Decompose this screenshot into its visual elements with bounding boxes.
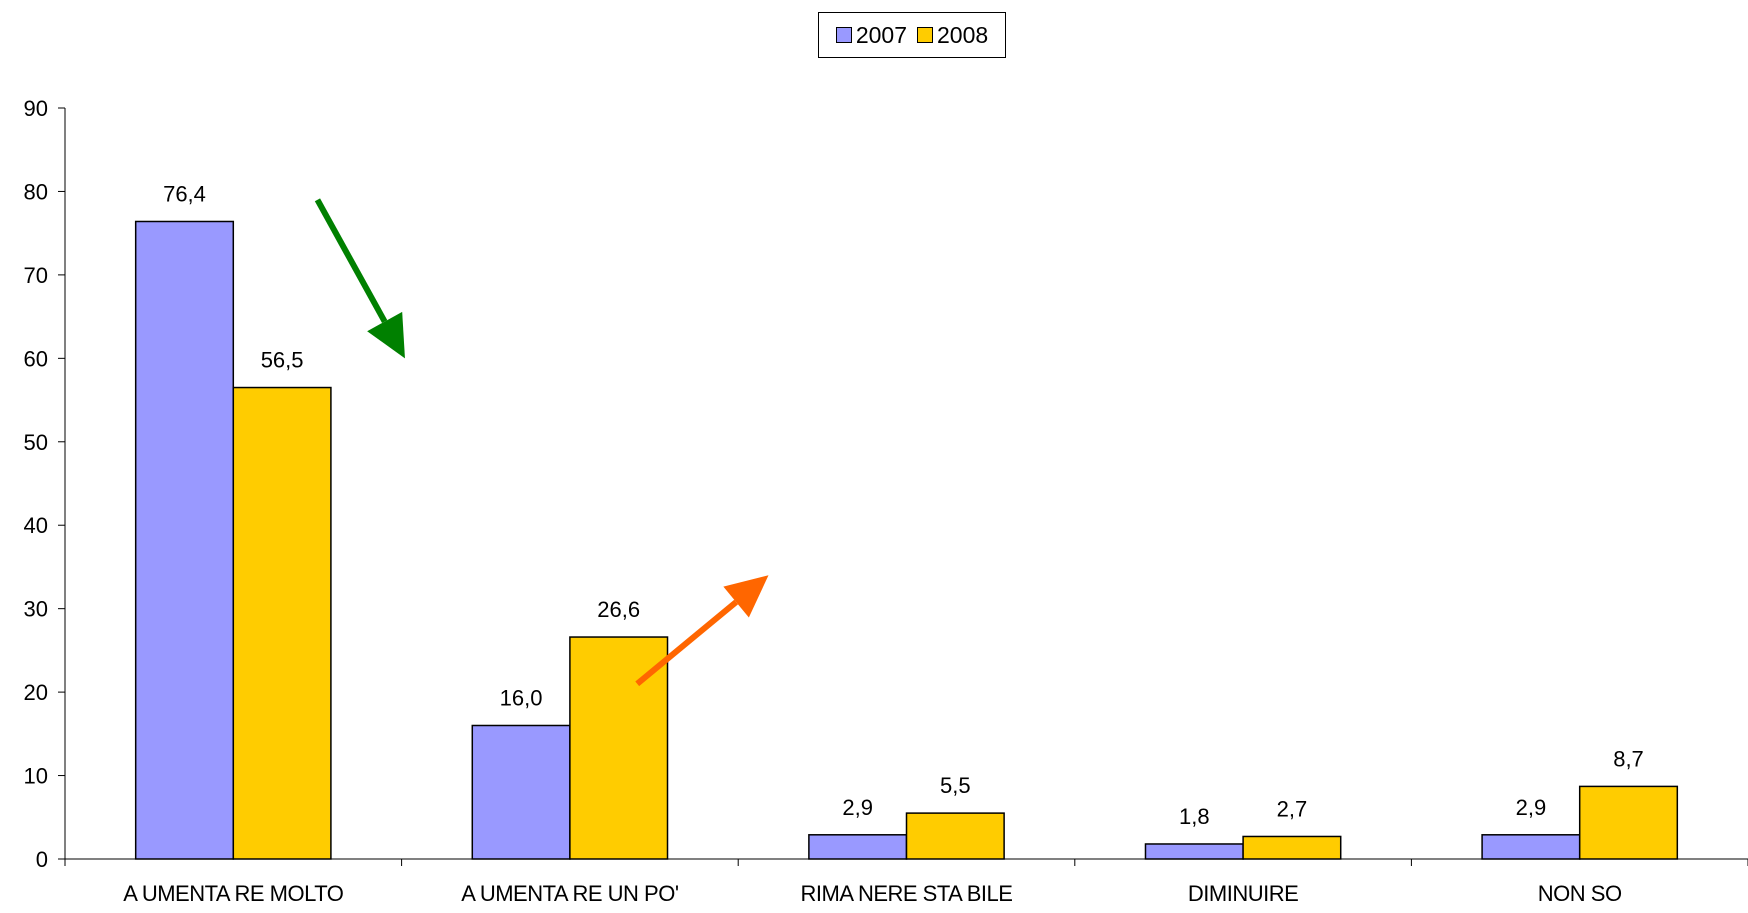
- bar-2007-1: [471, 724, 571, 860]
- legend-swatch-2008: [917, 27, 933, 43]
- legend-label-2007: 2007: [855, 21, 907, 48]
- bar-2007-3: [1144, 843, 1244, 860]
- data-label-2008-0: 56,5: [261, 348, 304, 373]
- y-tick-label: 50: [24, 430, 48, 455]
- annotation-arrow-shaft-1: [635, 599, 739, 687]
- x-tick-label-4: NON SO: [1538, 881, 1622, 906]
- bar-2007-4: [1481, 834, 1581, 860]
- data-label-2007-2: 2,9: [842, 795, 873, 820]
- data-label-2007-0: 76,4: [163, 181, 206, 206]
- y-tick-label: 40: [24, 513, 48, 538]
- data-label-2008-2: 5,5: [940, 773, 971, 798]
- bar-2007-2: [808, 834, 908, 860]
- legend-item-2008: 2008: [917, 22, 988, 49]
- data-label-2007-4: 2,9: [1516, 795, 1547, 820]
- legend-label-2008: 2008: [937, 21, 989, 48]
- x-tick-label-2: RIMA NERE STA BILE: [801, 881, 1013, 906]
- x-tick-label-1: A UMENTA RE UN PO': [461, 881, 679, 906]
- x-tick-label-3: DIMINUIRE: [1188, 881, 1298, 906]
- bar-2008-2: [905, 812, 1005, 860]
- y-tick-label: 30: [24, 597, 48, 622]
- annotation-arrow-head-1: [723, 575, 769, 618]
- data-label-2007-1: 16,0: [500, 685, 543, 710]
- y-tick-label: 60: [24, 346, 48, 371]
- annotation-arrow-shaft-0: [314, 198, 388, 324]
- data-label-2008-3: 2,7: [1277, 796, 1308, 821]
- y-tick-label: 70: [24, 263, 48, 288]
- y-tick-label: 90: [24, 96, 48, 121]
- bar-2008-3: [1242, 835, 1342, 860]
- legend: 2007 2008: [818, 12, 1006, 58]
- bar-2008-4: [1578, 785, 1679, 860]
- annotation-arrow-head-0: [367, 311, 405, 359]
- y-tick-label: 10: [24, 764, 48, 789]
- bar-2008-0: [232, 386, 332, 860]
- y-tick-label: 80: [24, 179, 48, 204]
- x-tick-label-0: A UMENTA RE MOLTO: [123, 881, 343, 906]
- data-label-2008-1: 26,6: [597, 597, 640, 622]
- data-label-2007-3: 1,8: [1179, 804, 1210, 829]
- y-tick-label: 20: [24, 680, 48, 705]
- y-tick-label: 0: [36, 847, 48, 872]
- bar-2007-0: [134, 220, 235, 860]
- data-label-2008-4: 8,7: [1613, 746, 1644, 771]
- legend-item-2007: 2007: [835, 21, 907, 49]
- legend-swatch-2007: [835, 27, 852, 43]
